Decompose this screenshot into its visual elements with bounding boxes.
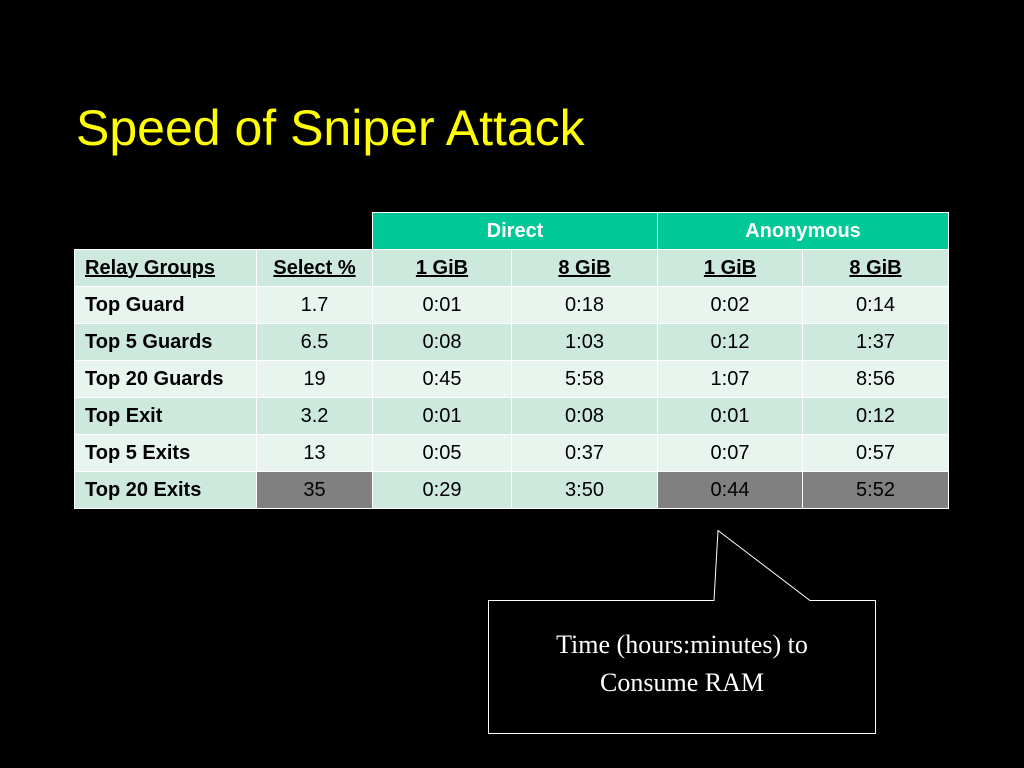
anonymous-1gib-cell: 0:07 — [657, 434, 804, 472]
relay-group-cell: Top Exit — [74, 397, 257, 435]
column-header-relay-groups: Relay Groups — [74, 249, 257, 287]
empty-corner — [74, 212, 373, 250]
callout-line-2: Consume RAM — [600, 668, 764, 697]
relay-group-cell: Top 20 Exits — [74, 471, 257, 509]
anonymous-1gib-cell: 1:07 — [657, 360, 804, 398]
anonymous-8gib-cell: 0:14 — [802, 286, 950, 324]
table-row: Top 20 Exits 35 0:29 3:50 0:44 5:52 — [74, 471, 950, 509]
direct-8gib-cell: 1:03 — [510, 323, 659, 361]
direct-8gib-cell: 3:50 — [510, 471, 659, 509]
relay-group-cell: Top 20 Guards — [74, 360, 257, 398]
direct-8gib-cell: 5:58 — [510, 360, 659, 398]
direct-1gib-cell: 0:29 — [372, 471, 512, 509]
direct-1gib-cell: 0:08 — [372, 323, 512, 361]
sniper-attack-speed-table: Direct Anonymous Relay Groups Select % 1… — [74, 212, 950, 509]
column-header-row: Relay Groups Select % 1 GiB 8 GiB 1 GiB … — [74, 249, 950, 287]
callout-line-1: Time (hours:minutes) to — [556, 630, 808, 659]
callout-outline — [488, 530, 876, 734]
direct-8gib-cell: 0:08 — [510, 397, 659, 435]
group-header-anonymous: Anonymous — [657, 212, 950, 250]
anonymous-8gib-cell: 0:12 — [802, 397, 950, 435]
column-header-direct-8gib: 8 GiB — [510, 249, 659, 287]
select-percent-cell: 6.5 — [256, 323, 373, 361]
table-row: Top 5 Exits 13 0:05 0:37 0:07 0:57 — [74, 434, 950, 472]
table-row: Top Guard 1.7 0:01 0:18 0:02 0:14 — [74, 286, 950, 324]
column-header-direct-1gib: 1 GiB — [372, 249, 512, 287]
select-percent-cell: 3.2 — [256, 397, 373, 435]
anonymous-8gib-cell: 0:57 — [802, 434, 950, 472]
select-percent-cell: 35 — [256, 471, 373, 509]
anonymous-8gib-cell: 8:56 — [802, 360, 950, 398]
relay-group-cell: Top 5 Exits — [74, 434, 257, 472]
direct-1gib-cell: 0:05 — [372, 434, 512, 472]
direct-8gib-cell: 0:18 — [510, 286, 659, 324]
callout-text: Time (hours:minutes) to Consume RAM — [488, 626, 876, 702]
relay-group-cell: Top Guard — [74, 286, 257, 324]
anonymous-1gib-cell: 0:12 — [657, 323, 804, 361]
select-percent-cell: 13 — [256, 434, 373, 472]
anonymous-8gib-cell: 1:37 — [802, 323, 950, 361]
callout-box: Time (hours:minutes) to Consume RAM — [488, 530, 876, 734]
table-row: Top 20 Guards 19 0:45 5:58 1:07 8:56 — [74, 360, 950, 398]
slide-title: Speed of Sniper Attack — [76, 100, 585, 156]
direct-1gib-cell: 0:45 — [372, 360, 512, 398]
anonymous-8gib-cell: 5:52 — [802, 471, 950, 509]
select-percent-cell: 1.7 — [256, 286, 373, 324]
column-header-select-percent: Select % — [256, 249, 373, 287]
direct-8gib-cell: 0:37 — [510, 434, 659, 472]
table-row: Top Exit 3.2 0:01 0:08 0:01 0:12 — [74, 397, 950, 435]
table-row: Top 5 Guards 6.5 0:08 1:03 0:12 1:37 — [74, 323, 950, 361]
direct-1gib-cell: 0:01 — [372, 397, 512, 435]
group-header-direct: Direct — [371, 212, 659, 250]
anonymous-1gib-cell: 0:02 — [657, 286, 804, 324]
column-header-anonymous-1gib: 1 GiB — [657, 249, 804, 287]
direct-1gib-cell: 0:01 — [372, 286, 512, 324]
group-header-row: Direct Anonymous — [74, 212, 950, 250]
select-percent-cell: 19 — [256, 360, 373, 398]
relay-group-cell: Top 5 Guards — [74, 323, 257, 361]
anonymous-1gib-cell: 0:44 — [657, 471, 804, 509]
anonymous-1gib-cell: 0:01 — [657, 397, 804, 435]
column-header-anonymous-8gib: 8 GiB — [802, 249, 950, 287]
